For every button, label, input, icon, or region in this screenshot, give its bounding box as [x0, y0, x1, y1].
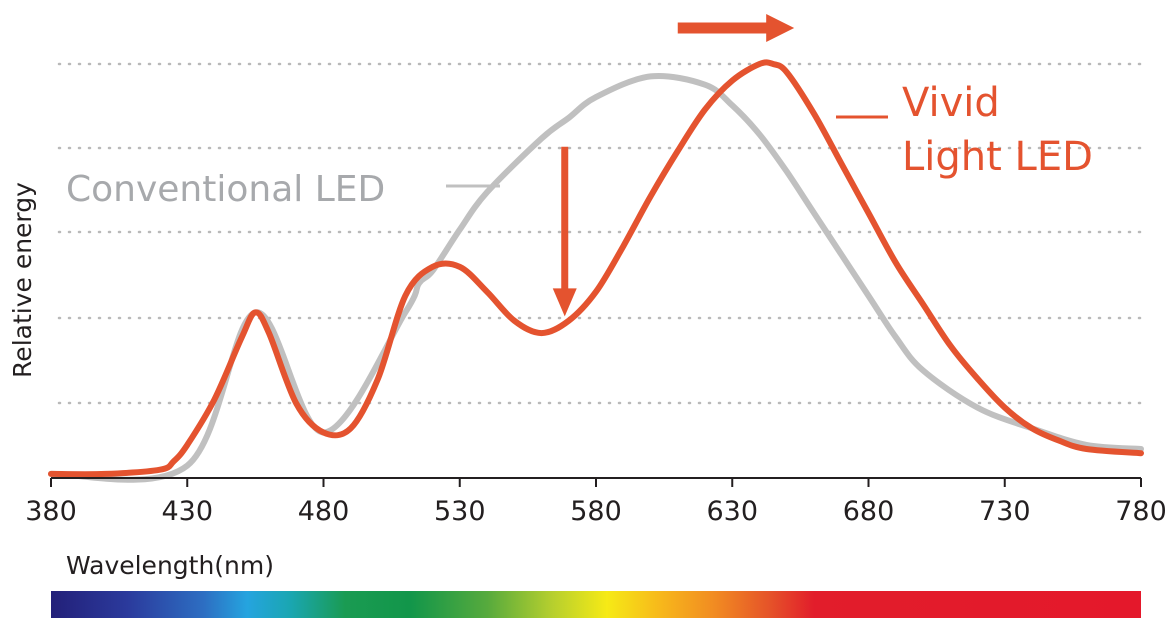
- x-tick-label-430: 430: [161, 496, 213, 527]
- series-layer: [48, 59, 1144, 483]
- y-axis-label: Relative energy: [8, 182, 37, 378]
- annotations: [552, 14, 795, 317]
- series-line-vivid-light-led: [48, 59, 1144, 478]
- gridlines: [57, 62, 1143, 405]
- x-tick-label-780: 780: [1115, 496, 1167, 527]
- arrow-down-head: [552, 288, 577, 317]
- x-axis: 380 430 480 530 580 630 680 730 780: [25, 477, 1167, 527]
- x-tick-label-380: 380: [25, 496, 77, 527]
- x-tick-label-630: 630: [706, 496, 758, 527]
- x-tick-label-530: 530: [434, 496, 486, 527]
- x-tick-label-730: 730: [979, 496, 1031, 527]
- x-tick-label-480: 480: [298, 496, 350, 527]
- x-tick-label-580: 580: [570, 496, 622, 527]
- x-tick-label-680: 680: [843, 496, 895, 527]
- legend-vivid-line1: Vivid: [902, 80, 1000, 126]
- legend-vivid-line2: Light LED: [902, 134, 1093, 180]
- legend-conventional-led: Conventional LED: [66, 169, 385, 210]
- x-axis-label: Wavelength(nm): [66, 551, 274, 580]
- arrow-right-head: [766, 14, 795, 42]
- spectrum-bar: [51, 591, 1141, 618]
